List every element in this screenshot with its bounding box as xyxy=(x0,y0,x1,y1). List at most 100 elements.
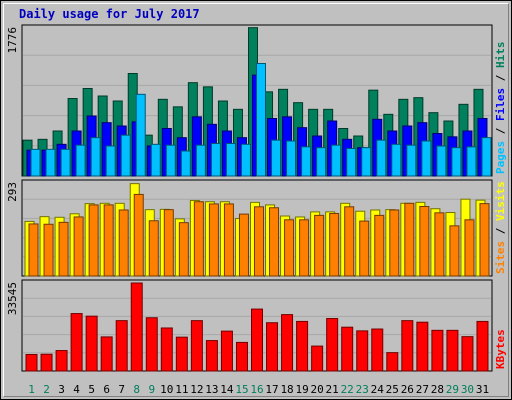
bar-sites-day-23 xyxy=(360,221,369,276)
x-tick-label-day-28: 28 xyxy=(431,383,444,396)
bar-kbytes-day-24 xyxy=(372,329,383,371)
bar-pages-day-14 xyxy=(226,144,235,177)
bar-sites-day-2 xyxy=(44,224,53,276)
bar-kbytes-day-6 xyxy=(101,337,112,371)
x-tick-label-day-10: 10 xyxy=(160,383,173,396)
bar-sites-day-26 xyxy=(405,203,414,276)
bar-pages-day-24 xyxy=(377,140,386,176)
y-max-label-kbytes: 33545 xyxy=(6,282,19,315)
x-tick-label-day-11: 11 xyxy=(175,383,188,396)
bar-pages-day-17 xyxy=(272,140,281,176)
bar-sites-day-5 xyxy=(89,205,98,276)
bar-sites-day-9 xyxy=(149,221,158,276)
bar-kbytes-day-9 xyxy=(146,318,157,371)
bar-pages-day-30 xyxy=(467,147,476,176)
bar-kbytes-day-20 xyxy=(312,346,323,371)
x-tick-label-day-15: 15 xyxy=(235,383,248,396)
x-tick-label-day-23: 23 xyxy=(356,383,369,396)
x-tick-label-day-24: 24 xyxy=(371,383,385,396)
bar-sites-day-18 xyxy=(285,220,294,276)
x-tick-label-day-7: 7 xyxy=(118,383,125,396)
legend-hits-files-pages: Pages / Files / Hits xyxy=(494,42,507,175)
bar-kbytes-day-28 xyxy=(432,330,443,371)
bar-pages-day-15 xyxy=(241,144,250,176)
x-tick-label-day-9: 9 xyxy=(148,383,155,396)
x-tick-label-day-12: 12 xyxy=(190,383,203,396)
bar-kbytes-day-8 xyxy=(131,283,142,371)
bar-kbytes-day-18 xyxy=(282,315,293,371)
x-tick-label-day-21: 21 xyxy=(326,383,339,396)
x-tick-label-day-20: 20 xyxy=(311,383,324,396)
bar-kbytes-day-19 xyxy=(297,321,308,371)
bar-sites-day-29 xyxy=(450,226,459,276)
bar-kbytes-day-16 xyxy=(252,309,263,371)
x-tick-label-day-6: 6 xyxy=(103,383,110,396)
bar-sites-day-21 xyxy=(330,213,339,276)
bar-sites-day-16 xyxy=(255,207,264,276)
x-tick-label-day-14: 14 xyxy=(220,383,234,396)
legend-item-files: Files xyxy=(494,88,507,121)
legend-item-sites: Sites xyxy=(494,241,507,274)
x-tick-label-day-30: 30 xyxy=(461,383,474,396)
bar-sites-day-19 xyxy=(300,220,309,276)
bar-kbytes-day-21 xyxy=(327,319,338,371)
bar-pages-day-8 xyxy=(136,94,145,176)
bar-sites-day-12 xyxy=(194,202,203,276)
bar-sites-day-20 xyxy=(315,215,324,276)
bar-sites-day-24 xyxy=(375,215,384,276)
bar-pages-day-10 xyxy=(166,145,175,176)
bar-kbytes-day-31 xyxy=(477,321,488,371)
y-max-label-visits-sites: 293 xyxy=(6,182,19,202)
bar-pages-day-11 xyxy=(181,151,190,176)
bar-kbytes-day-30 xyxy=(462,337,473,371)
bar-sites-day-7 xyxy=(119,210,128,276)
bar-kbytes-day-26 xyxy=(402,321,413,371)
x-tick-label-day-17: 17 xyxy=(265,383,278,396)
x-tick-label-day-29: 29 xyxy=(446,383,459,396)
bar-sites-day-30 xyxy=(465,220,474,276)
bar-sites-day-11 xyxy=(179,223,188,276)
bar-pages-day-25 xyxy=(392,144,401,176)
x-tick-label-day-13: 13 xyxy=(205,383,218,396)
bar-kbytes-day-7 xyxy=(116,321,127,371)
bar-kbytes-day-13 xyxy=(206,341,217,371)
legend-kbytes: KBytes xyxy=(494,329,507,369)
bar-kbytes-day-5 xyxy=(86,316,97,371)
bar-kbytes-day-14 xyxy=(221,331,232,371)
bar-pages-day-13 xyxy=(211,144,220,177)
x-tick-label-day-25: 25 xyxy=(386,383,399,396)
bar-kbytes-day-29 xyxy=(447,330,458,371)
x-tick-label-day-22: 22 xyxy=(341,383,354,396)
bar-sites-day-13 xyxy=(209,204,218,276)
x-tick-label-day-18: 18 xyxy=(280,383,293,396)
bar-pages-day-1 xyxy=(31,149,40,176)
legend-separator: / xyxy=(494,68,507,88)
legend-separator: / xyxy=(494,221,507,241)
bar-kbytes-day-22 xyxy=(342,327,353,371)
bar-kbytes-day-23 xyxy=(357,331,368,371)
bar-pages-day-5 xyxy=(91,138,100,176)
x-tick-label-day-8: 8 xyxy=(133,383,140,396)
x-tick-label-day-27: 27 xyxy=(416,383,429,396)
bar-sites-day-15 xyxy=(239,214,248,276)
bar-sites-day-3 xyxy=(59,222,68,276)
x-tick-label-day-5: 5 xyxy=(88,383,95,396)
bar-sites-day-25 xyxy=(390,210,399,276)
bar-pages-day-6 xyxy=(106,146,115,176)
bar-pages-day-19 xyxy=(302,147,311,176)
bar-pages-day-26 xyxy=(407,145,416,176)
bar-sites-day-10 xyxy=(164,210,173,276)
bar-sites-day-14 xyxy=(224,204,233,276)
bar-kbytes-day-12 xyxy=(191,321,202,371)
y-max-label-hits-files-pages: 1776 xyxy=(6,27,19,54)
legend-visits-sites: Sites / Visits xyxy=(494,181,507,274)
x-tick-label-day-19: 19 xyxy=(295,383,308,396)
bar-pages-day-9 xyxy=(151,144,160,176)
bar-pages-day-29 xyxy=(452,148,461,176)
legend-item-pages: Pages xyxy=(494,141,507,174)
bar-sites-day-8 xyxy=(134,194,143,276)
bar-pages-day-2 xyxy=(46,149,55,176)
bar-kbytes-day-1 xyxy=(26,354,37,371)
x-tick-label-day-1: 1 xyxy=(28,383,35,396)
